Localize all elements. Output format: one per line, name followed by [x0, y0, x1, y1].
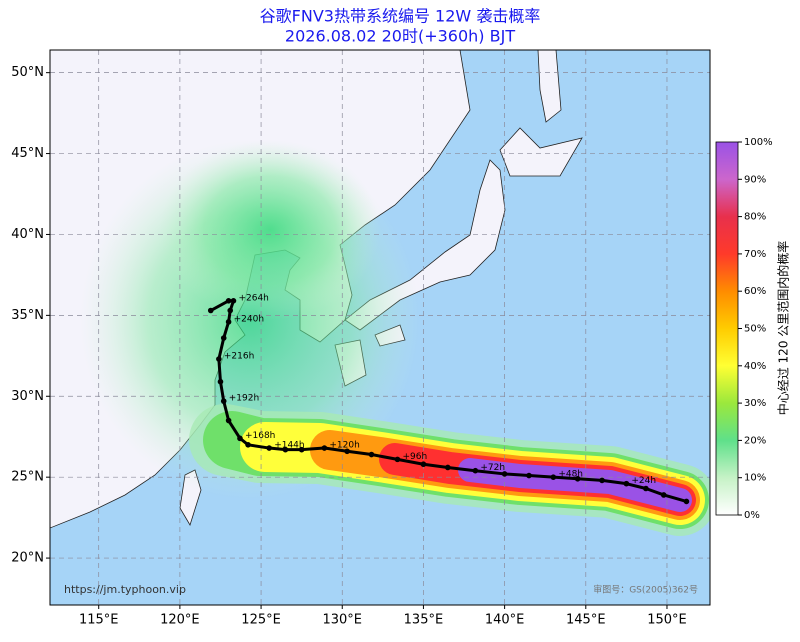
track-point	[660, 492, 667, 498]
y-tick-label: 25°N	[11, 470, 44, 485]
x-tick-label: 135°E	[404, 613, 444, 628]
approval-number: 审图号：GS(2005)362号	[593, 584, 698, 596]
track-point	[574, 475, 581, 482]
track-point	[643, 485, 649, 492]
track-point	[550, 474, 557, 480]
track-point	[420, 461, 427, 468]
y-tick-label: 50°N	[11, 65, 44, 80]
track-label: +120h	[329, 441, 359, 451]
track-label: +216h	[224, 352, 254, 362]
track-label: +24h	[631, 476, 656, 486]
track-label: +144h	[274, 441, 304, 451]
x-tick-label: 145°E	[566, 613, 606, 628]
x-tick-label: 150°E	[647, 613, 687, 628]
watermark: https://jm.typhoon.vip	[64, 583, 186, 596]
colorbar-tick-label: 70%	[744, 249, 766, 260]
x-tick-label: 125°E	[241, 613, 281, 628]
colorbar-tick-label: 90%	[744, 174, 766, 185]
colorbar-tick-label: 20%	[744, 435, 766, 446]
hokkaido-sakhalin	[499, 50, 583, 177]
track-label: +240h	[234, 314, 264, 324]
track-label: +96h	[402, 452, 427, 462]
colorbar-tick-label: 30%	[744, 398, 766, 409]
track-point	[683, 498, 690, 505]
colorbar-label: 中心经过 120 公里范围内的概率	[776, 241, 791, 416]
x-tick-label: 120°E	[160, 613, 200, 628]
track-point	[282, 446, 289, 453]
map-frame	[49, 49, 711, 606]
track-point	[599, 477, 605, 484]
track-point	[225, 417, 232, 424]
track-label: +168h	[245, 431, 275, 441]
track-point	[623, 480, 630, 487]
track-point	[237, 435, 243, 442]
track-label: +264h	[238, 293, 268, 303]
colorbar-tick-label: 50%	[744, 324, 766, 335]
grid	[50, 50, 710, 605]
y-tick-label: 35°N	[11, 308, 44, 323]
track-point	[245, 442, 251, 448]
subtitle: 2026.08.02 20时(+360h) BJT	[285, 27, 515, 46]
colorbar-tick-label: 40%	[744, 361, 766, 372]
track-point	[227, 307, 234, 314]
track-point	[394, 456, 401, 463]
track-label: +72h	[480, 463, 505, 473]
track-point	[344, 448, 350, 455]
colorbar-tick-label: 60%	[744, 286, 766, 297]
colorbar-tick-label: 80%	[744, 212, 766, 223]
y-tick-label: 40°N	[11, 227, 44, 242]
y-tick-label: 30°N	[11, 389, 44, 404]
y-tick-label: 20°N	[11, 551, 44, 566]
x-tick-label: 130°E	[322, 613, 362, 628]
track-point	[217, 378, 224, 385]
track-point	[321, 445, 328, 451]
y-tick-label: 45°N	[11, 146, 44, 161]
colorbar-tick-label: 0%	[744, 510, 760, 521]
ticks: 115°E 120°E 125°E 130°E 135°E 140°E 145°E 150°E…	[11, 65, 772, 627]
colorbar	[715, 141, 739, 516]
map-area: +24h +48h +72h +96h +120h +144h+168h +192h +216…	[50, 50, 710, 605]
x-tick-label: 140°E	[485, 613, 525, 628]
probability-north	[160, 140, 380, 320]
colorbar-tick-label: 10%	[744, 473, 766, 484]
track-point	[266, 445, 272, 451]
title: 谷歌FNV3热带系统编号 12W 袭击概率	[260, 7, 541, 26]
colorbar-tick-label: 100%	[744, 137, 773, 148]
x-tick-label: 115°E	[79, 613, 119, 628]
track-point	[216, 356, 222, 362]
track: +24h +48h +72h +96h +120h +144h+168h +192h +216…	[207, 293, 690, 505]
track-point	[225, 298, 232, 304]
track-point	[526, 472, 532, 479]
track-point	[220, 398, 227, 404]
track-label: +192h	[229, 394, 259, 404]
track-point	[368, 451, 375, 458]
track-point	[225, 319, 232, 325]
track-point	[501, 471, 508, 477]
track-point	[298, 446, 305, 453]
track-point	[207, 307, 214, 314]
track-point	[230, 298, 237, 304]
track-label: +48h	[558, 470, 583, 480]
track-point	[220, 335, 227, 341]
track-point	[472, 467, 479, 474]
track-point	[444, 464, 451, 471]
